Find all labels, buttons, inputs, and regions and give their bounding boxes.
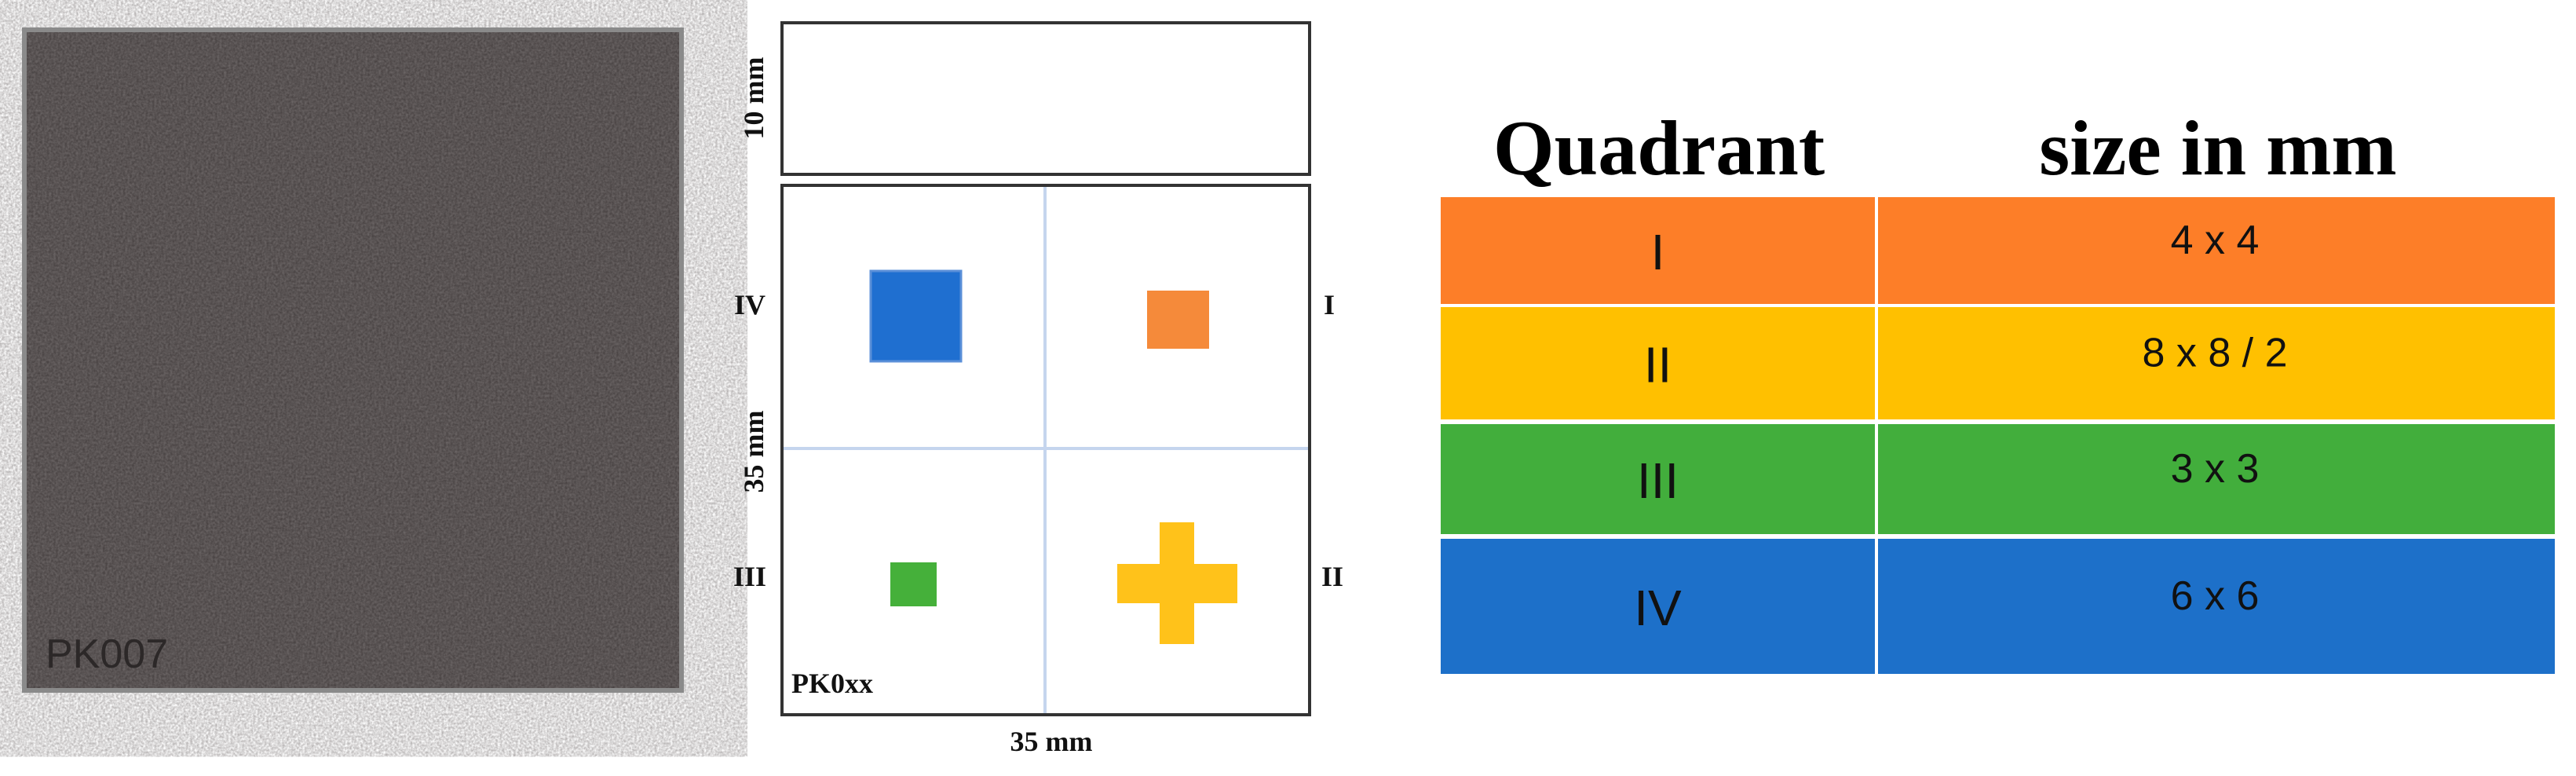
table-cell — [1441, 197, 1875, 304]
column-header: size in mm — [2039, 104, 2396, 192]
table-cell — [1441, 307, 1875, 419]
quadrant-iii-mark — [890, 562, 937, 606]
dimension-label: 10 mm — [738, 57, 769, 140]
size-value: 4 x 4 — [2171, 218, 2260, 263]
sample-label: PK0xx — [791, 668, 873, 699]
diagram: 10 mm 35 mm 35 mm PK0xx IV I III II — [733, 21, 1343, 757]
photo-label: PK007 — [46, 631, 168, 677]
quadrant-name: IV — [1634, 580, 1682, 636]
table-cell — [1878, 197, 2555, 304]
dimension-label: 35 mm — [738, 411, 769, 493]
quadrant-ii-mark — [1160, 522, 1194, 644]
quadrant-label: III — [733, 561, 766, 592]
size-table: Quadrant size in mm I 4 x 4 II 8 x 8 / 2 III… — [1441, 104, 2555, 674]
table-cell — [1878, 424, 2555, 534]
quadrant-label: IV — [734, 289, 765, 320]
photo-edge — [22, 27, 684, 693]
quadrant-label: I — [1324, 289, 1335, 320]
quadrant-name: I — [1651, 224, 1665, 280]
table-cell — [1441, 539, 1875, 674]
size-value: 6 x 6 — [2171, 573, 2260, 619]
quadrant-i-mark — [1147, 291, 1209, 349]
table-cell — [1441, 424, 1875, 534]
quadrant-iv-mark — [869, 269, 963, 363]
sample-photo: PK007 — [22, 27, 684, 693]
quadrant-name: II — [1644, 337, 1672, 393]
size-value: 3 x 3 — [2171, 446, 2260, 492]
table-cell — [1878, 539, 2555, 674]
quadrant-label: II — [1321, 561, 1343, 592]
top-strip — [780, 21, 1311, 176]
column-header: Quadrant — [1493, 104, 1825, 192]
size-value: 8 x 8 / 2 — [2143, 331, 2288, 376]
quadrant-name: III — [1637, 452, 1679, 509]
table-cell — [1878, 307, 2555, 419]
photo-texture — [24, 30, 681, 690]
dimension-label: 35 mm — [1010, 726, 1093, 757]
